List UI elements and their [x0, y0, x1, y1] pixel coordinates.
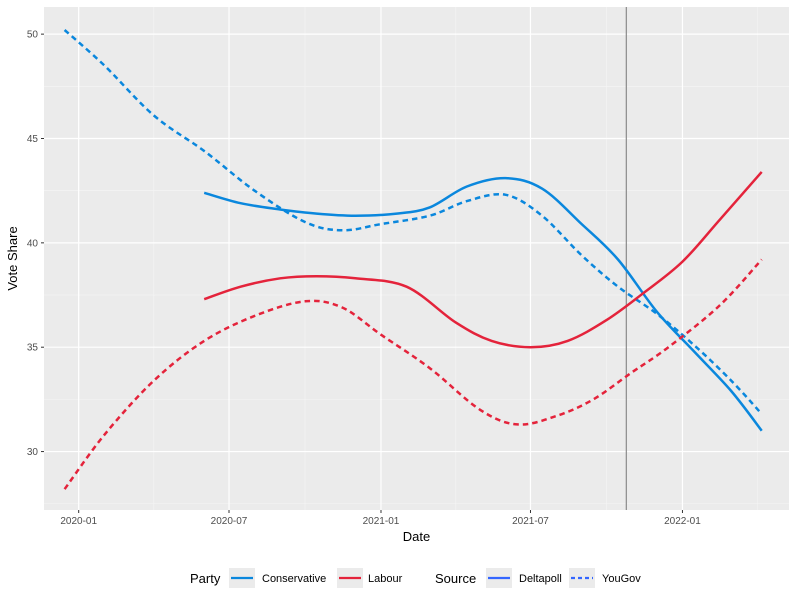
- legend-item-deltapoll: Deltapoll: [486, 568, 562, 588]
- legend-item-labour: Labour: [337, 568, 403, 588]
- x-tick-label: 2020-01: [60, 516, 97, 527]
- series-line-labour-deltapoll: [203, 171, 763, 349]
- y-axis-title: Vote Share: [5, 226, 20, 290]
- y-tick-label: 50: [27, 30, 39, 41]
- panel-background: [44, 7, 789, 510]
- series-line-labour-yougov: [63, 258, 763, 490]
- legend-title-source: Source: [435, 571, 476, 586]
- y-tick-label: 30: [27, 447, 39, 458]
- svg-text:YouGov: YouGov: [602, 573, 641, 585]
- y-tick-label: 35: [27, 343, 39, 354]
- y-tick-label: 40: [27, 238, 39, 249]
- legend-item-conservative: Conservative: [229, 568, 326, 588]
- x-tick-label: 2020-07: [211, 516, 248, 527]
- major-gridlines: [44, 7, 789, 510]
- y-axis: 30 35 40 45 50: [27, 30, 44, 458]
- y-tick-label: 45: [27, 134, 39, 145]
- x-tick-label: 2021-01: [363, 516, 400, 527]
- svg-text:Labour: Labour: [368, 573, 403, 585]
- x-tick-label: 2021-07: [512, 516, 549, 527]
- legend-item-yougov: YouGov: [569, 568, 641, 588]
- x-axis-title: Date: [403, 529, 430, 544]
- series-line-conservative-yougov: [63, 29, 763, 415]
- svg-text:Deltapoll: Deltapoll: [519, 573, 562, 585]
- series-line-conservative-deltapoll: [203, 176, 763, 432]
- legend: Party Conservative Labour Source Deltapo…: [190, 568, 641, 588]
- svg-text:Conservative: Conservative: [262, 573, 326, 585]
- legend-title-party: Party: [190, 571, 221, 586]
- x-axis: 2020-01 2020-07 2021-01 2021-07 2022-01: [60, 510, 701, 527]
- x-tick-label: 2022-01: [664, 516, 701, 527]
- series-layer: [63, 29, 763, 490]
